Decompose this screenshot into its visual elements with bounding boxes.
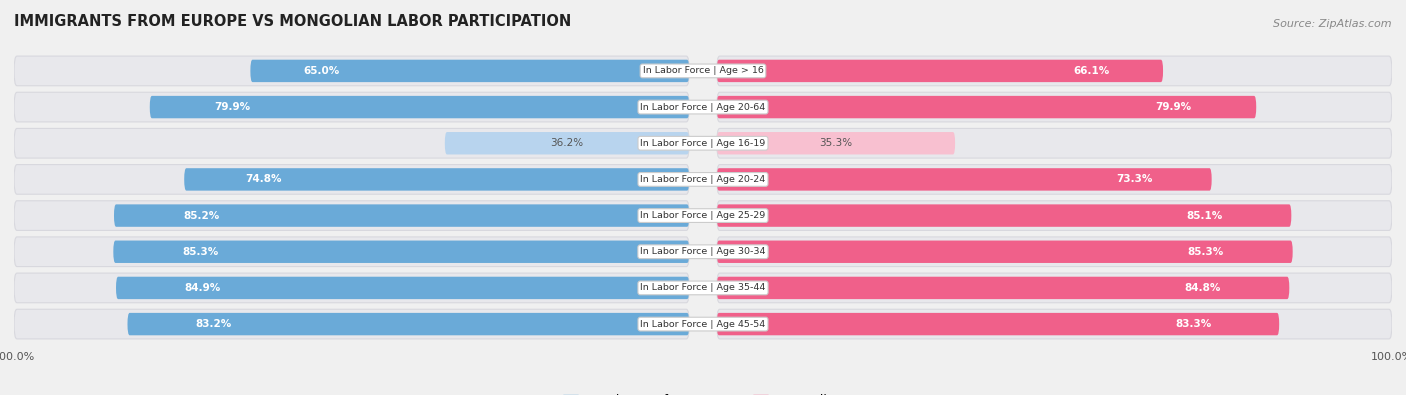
Text: 74.8%: 74.8% — [245, 175, 281, 184]
Text: 85.3%: 85.3% — [183, 247, 219, 257]
FancyBboxPatch shape — [14, 273, 689, 303]
Text: 85.2%: 85.2% — [183, 211, 219, 220]
Text: 65.0%: 65.0% — [304, 66, 339, 76]
FancyBboxPatch shape — [250, 60, 689, 82]
FancyBboxPatch shape — [150, 96, 689, 118]
FancyBboxPatch shape — [128, 313, 689, 335]
FancyBboxPatch shape — [717, 168, 1212, 191]
FancyBboxPatch shape — [717, 132, 955, 154]
FancyBboxPatch shape — [444, 132, 689, 154]
Text: 84.9%: 84.9% — [184, 283, 221, 293]
FancyBboxPatch shape — [717, 128, 1392, 158]
Text: 83.3%: 83.3% — [1175, 319, 1212, 329]
FancyBboxPatch shape — [14, 309, 689, 339]
FancyBboxPatch shape — [14, 56, 689, 86]
FancyBboxPatch shape — [14, 237, 689, 267]
Text: In Labor Force | Age 16-19: In Labor Force | Age 16-19 — [640, 139, 766, 148]
Text: In Labor Force | Age 20-64: In Labor Force | Age 20-64 — [640, 103, 766, 111]
FancyBboxPatch shape — [14, 92, 689, 122]
FancyBboxPatch shape — [14, 201, 689, 230]
FancyBboxPatch shape — [717, 313, 1279, 335]
Text: In Labor Force | Age 35-44: In Labor Force | Age 35-44 — [640, 284, 766, 292]
FancyBboxPatch shape — [717, 237, 1392, 267]
Text: 83.2%: 83.2% — [195, 319, 231, 329]
FancyBboxPatch shape — [717, 204, 1291, 227]
FancyBboxPatch shape — [717, 60, 1163, 82]
FancyBboxPatch shape — [717, 165, 1392, 194]
Text: Source: ZipAtlas.com: Source: ZipAtlas.com — [1274, 19, 1392, 29]
Text: In Labor Force | Age 30-34: In Labor Force | Age 30-34 — [640, 247, 766, 256]
FancyBboxPatch shape — [114, 204, 689, 227]
Text: 85.3%: 85.3% — [1187, 247, 1223, 257]
Text: 35.3%: 35.3% — [820, 138, 852, 148]
Text: In Labor Force | Age > 16: In Labor Force | Age > 16 — [643, 66, 763, 75]
FancyBboxPatch shape — [717, 96, 1256, 118]
Text: 36.2%: 36.2% — [551, 138, 583, 148]
Legend: Immigrants from Europe, Mongolian: Immigrants from Europe, Mongolian — [564, 394, 842, 395]
Text: 79.9%: 79.9% — [215, 102, 250, 112]
Text: IMMIGRANTS FROM EUROPE VS MONGOLIAN LABOR PARTICIPATION: IMMIGRANTS FROM EUROPE VS MONGOLIAN LABO… — [14, 14, 571, 29]
Text: 66.1%: 66.1% — [1073, 66, 1109, 76]
FancyBboxPatch shape — [14, 165, 689, 194]
Text: 84.8%: 84.8% — [1184, 283, 1220, 293]
FancyBboxPatch shape — [14, 128, 689, 158]
FancyBboxPatch shape — [717, 241, 1292, 263]
FancyBboxPatch shape — [717, 92, 1392, 122]
FancyBboxPatch shape — [117, 277, 689, 299]
FancyBboxPatch shape — [184, 168, 689, 191]
Text: In Labor Force | Age 45-54: In Labor Force | Age 45-54 — [640, 320, 766, 329]
Text: 85.1%: 85.1% — [1187, 211, 1222, 220]
FancyBboxPatch shape — [717, 56, 1392, 86]
Text: In Labor Force | Age 20-24: In Labor Force | Age 20-24 — [640, 175, 766, 184]
Text: 79.9%: 79.9% — [1156, 102, 1191, 112]
FancyBboxPatch shape — [717, 201, 1392, 230]
FancyBboxPatch shape — [717, 309, 1392, 339]
FancyBboxPatch shape — [717, 277, 1289, 299]
FancyBboxPatch shape — [114, 241, 689, 263]
Text: 73.3%: 73.3% — [1116, 175, 1153, 184]
Text: In Labor Force | Age 25-29: In Labor Force | Age 25-29 — [640, 211, 766, 220]
FancyBboxPatch shape — [717, 273, 1392, 303]
